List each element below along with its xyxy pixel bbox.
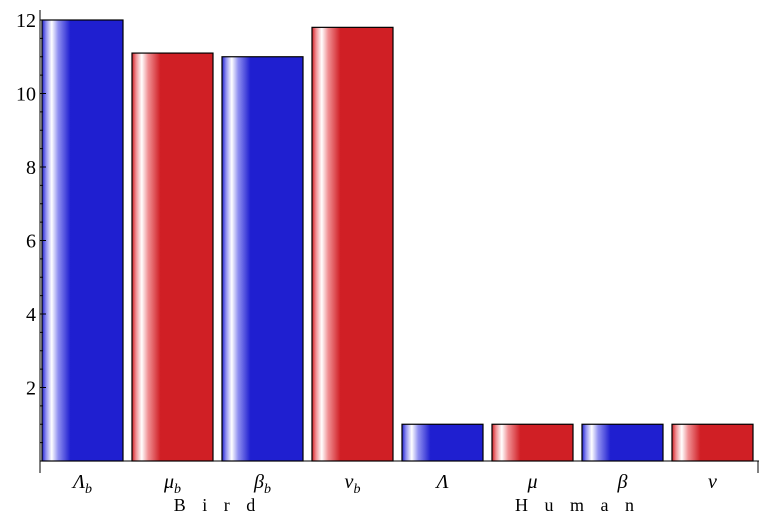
bar-3 bbox=[221, 56, 304, 462]
y-tick-label: 6 bbox=[26, 231, 36, 253]
y-tick-label: 10 bbox=[16, 84, 36, 106]
axes-layer bbox=[39, 10, 759, 473]
x-tick-label-4: νb bbox=[345, 471, 361, 497]
bar-6 bbox=[491, 423, 574, 462]
x-tick-label-1: Λb bbox=[71, 471, 92, 497]
bars-layer bbox=[41, 19, 754, 462]
bar-5 bbox=[401, 423, 484, 462]
group-label-1: B i r d bbox=[174, 495, 262, 515]
x-tick-label-6: μ bbox=[526, 471, 537, 493]
x-tick-label-7: β bbox=[617, 471, 628, 493]
y-tick-label: 8 bbox=[26, 157, 36, 179]
x-tick-label-8: ν bbox=[708, 471, 717, 493]
group-label-2: H u m a n bbox=[515, 495, 640, 515]
x-tick-label-5: Λ bbox=[434, 471, 448, 493]
bar-7 bbox=[581, 423, 664, 462]
x-tick-label-3: βb bbox=[253, 471, 271, 497]
bar-8 bbox=[671, 423, 754, 462]
bar-1 bbox=[41, 19, 124, 462]
x-tick-label-2: μb bbox=[163, 471, 181, 497]
y-tick-label: 12 bbox=[16, 10, 36, 32]
bar-4 bbox=[311, 26, 394, 462]
y-tick-label: 4 bbox=[26, 304, 36, 326]
y-tick-label: 2 bbox=[26, 378, 36, 400]
bar-2 bbox=[131, 52, 214, 462]
